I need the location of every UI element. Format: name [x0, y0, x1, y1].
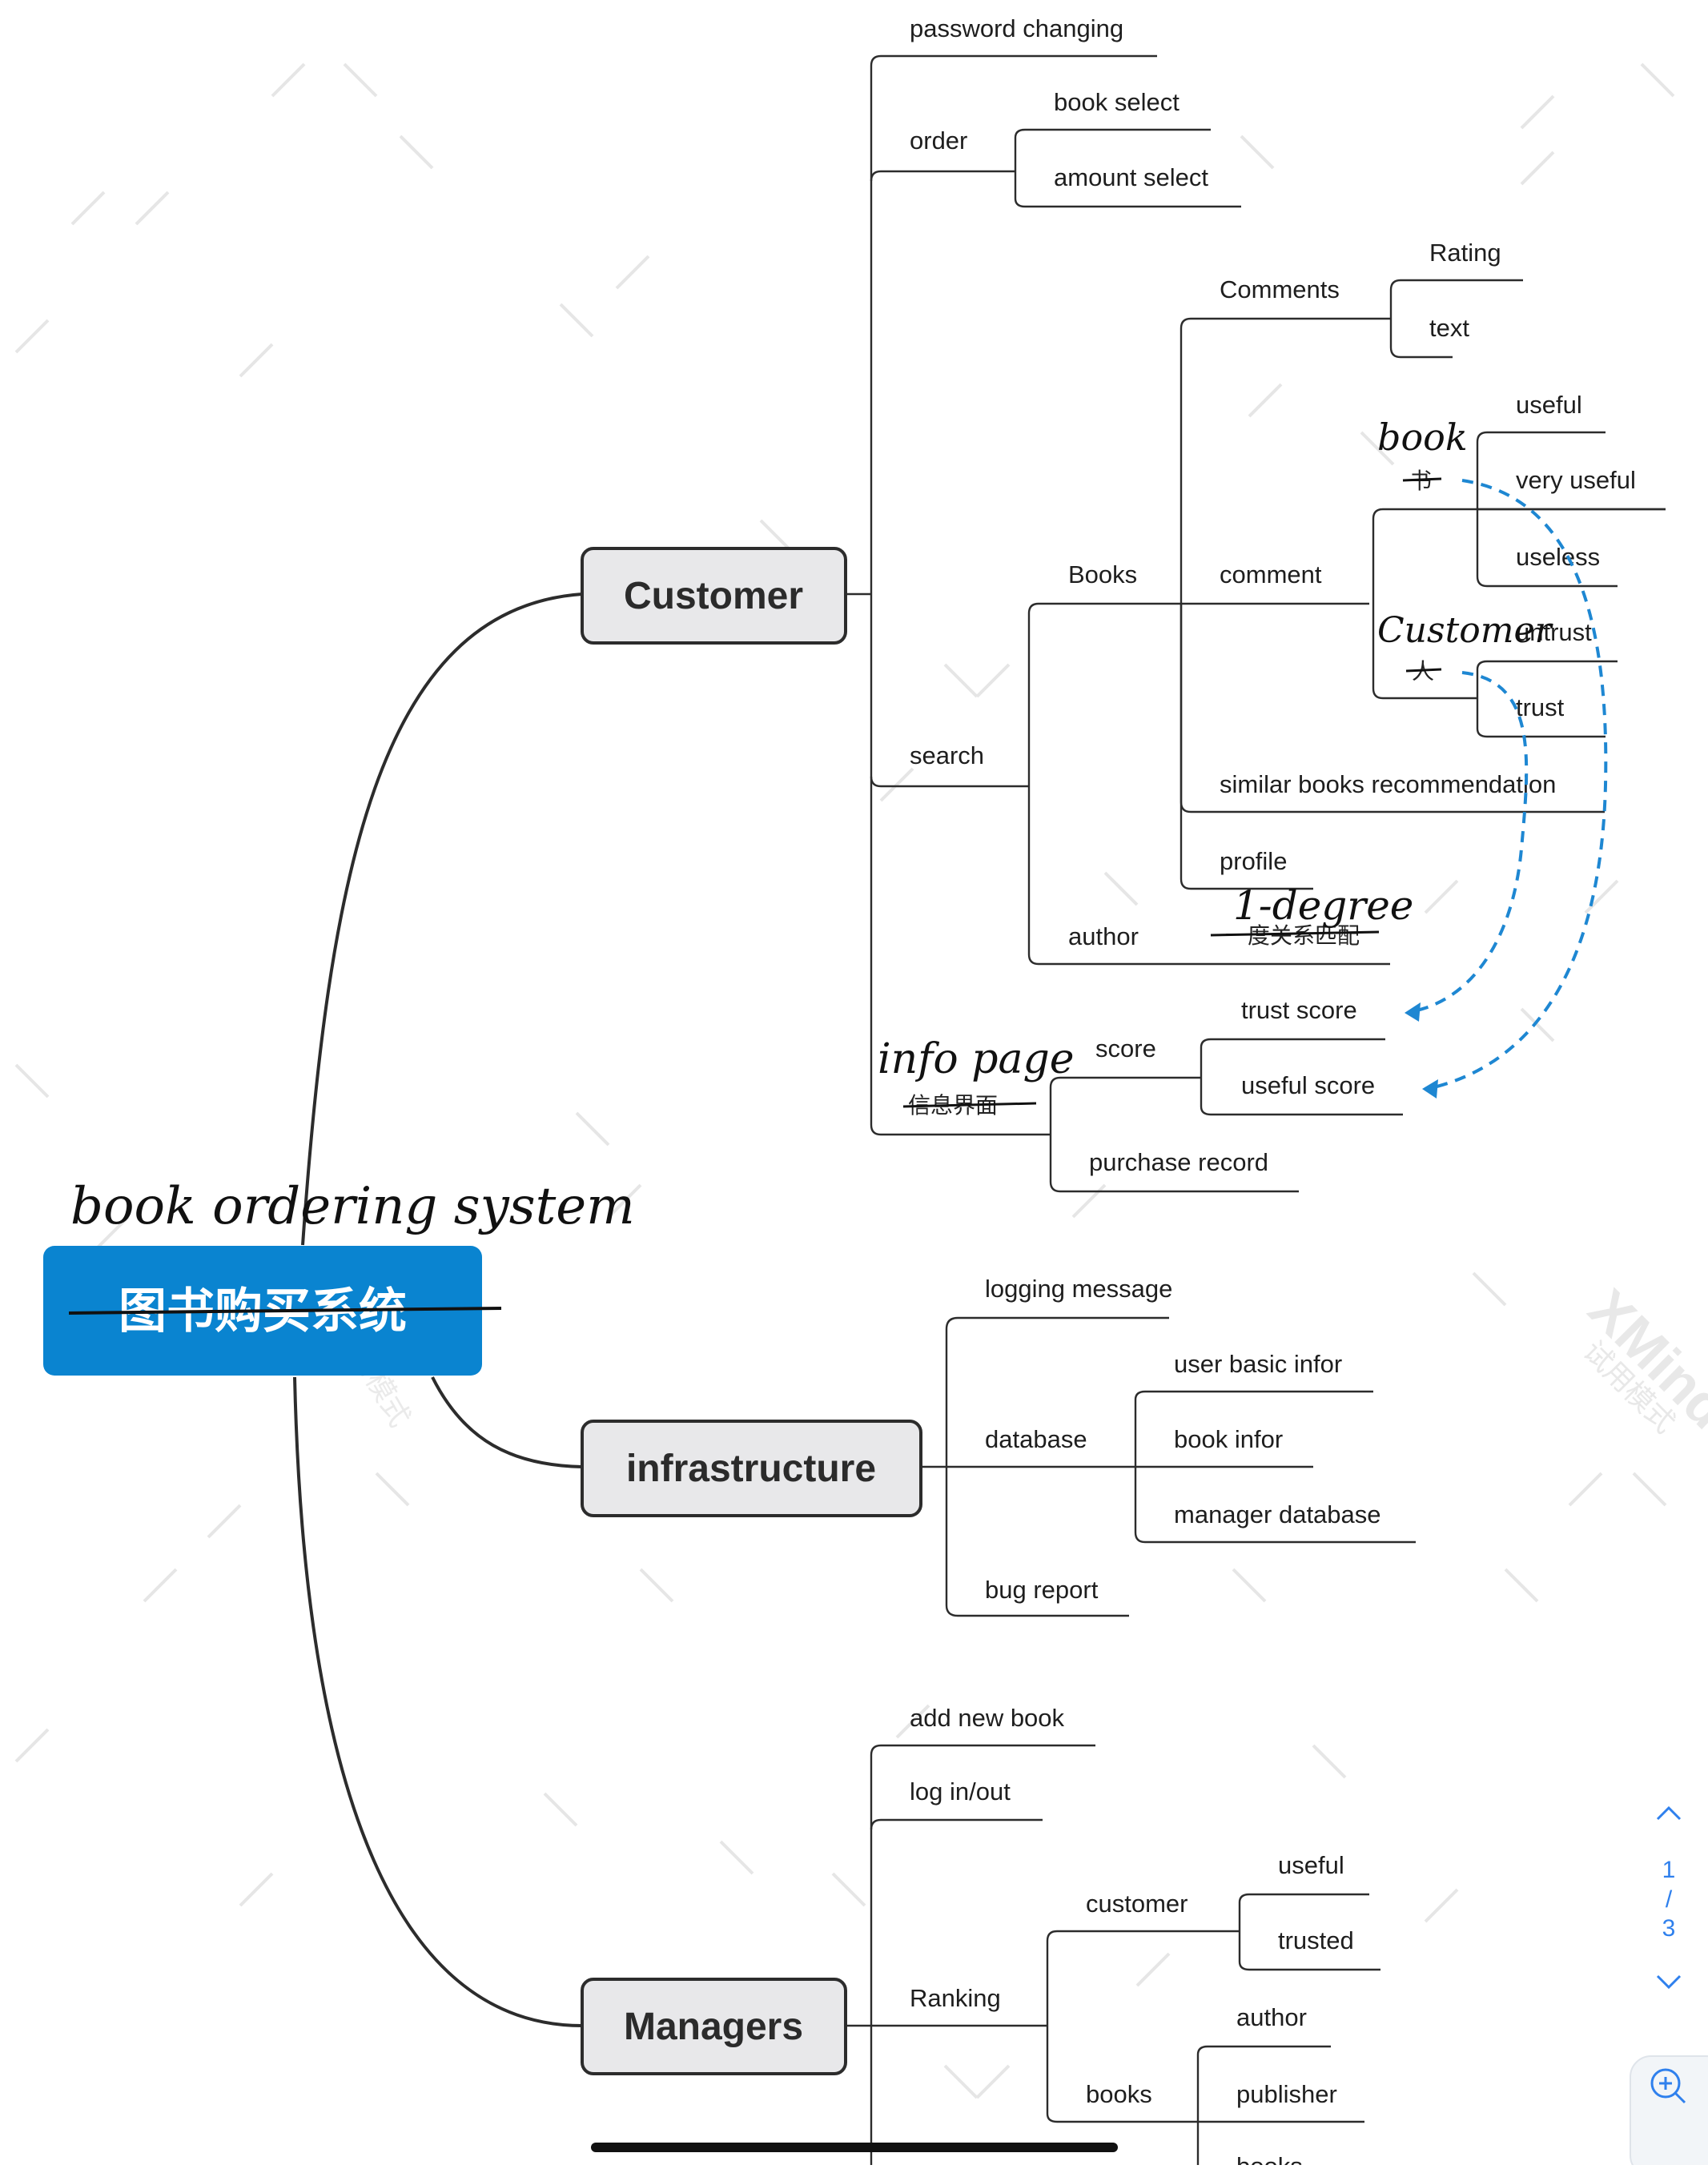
bug-report-label: bug report	[985, 1576, 1099, 1604]
book-handwritten: book	[1377, 416, 1468, 459]
log-in-out-label: log in/out	[910, 1777, 1011, 1805]
page-total: 3	[1662, 1915, 1676, 1942]
trust-label: trust	[1516, 693, 1565, 721]
score-label: score	[1095, 1034, 1156, 1062]
add-new-book-label: add new book	[910, 1704, 1065, 1732]
purchase-record-label: purchase record	[1089, 1148, 1268, 1176]
chevron-up-icon[interactable]	[1656, 1805, 1682, 1821]
customer-to-trust-score-link[interactable]	[1409, 671, 1529, 1014]
info-page-strike	[902, 1102, 1037, 1108]
rating-label: Rating	[1429, 239, 1501, 267]
infrastructure-node-label: infrastructure	[626, 1448, 876, 1490]
ranking-customer-label: customer	[1086, 1890, 1188, 1918]
page-current: 1	[1662, 1857, 1676, 1883]
author-note-strike	[1210, 930, 1380, 937]
database-label: database	[985, 1425, 1087, 1453]
book-to-useful-score-link[interactable]	[1426, 479, 1608, 1091]
infrastructure-branch: infrastructure logging message database …	[581, 1275, 1416, 1617]
text-label: text	[1429, 314, 1469, 342]
managers-node[interactable]	[581, 1978, 847, 2075]
comments-label: Comments	[1220, 275, 1340, 303]
search-label: search	[910, 741, 984, 769]
manager-database-label: manager database	[1174, 1500, 1381, 1528]
untrust-label: untrust	[1516, 618, 1592, 646]
profile-label: profile	[1220, 847, 1287, 875]
useful-score-label: useful score	[1241, 1071, 1375, 1099]
books-label: Books	[1068, 560, 1137, 588]
password-changing-label: password changing	[910, 14, 1123, 42]
ranking-useful-label: useful	[1278, 1851, 1344, 1879]
managers-node-label: Managers	[624, 2006, 803, 2048]
infrastructure-node[interactable]	[581, 1420, 922, 1517]
author-label: author	[1068, 922, 1139, 950]
managers-branch: Managers add new book log in/out Ranking…	[581, 1704, 1380, 2169]
ranking-books-cut-label: books	[1236, 2152, 1303, 2165]
ranking-publisher-label: publisher	[1236, 2080, 1337, 2108]
watermark-pattern: XMind 试用模式 试用模式	[14, 62, 1708, 2099]
page-separator: /	[1666, 1886, 1673, 1913]
ranking-label: Ranking	[910, 1984, 1001, 2012]
zoom-in-button[interactable]	[1630, 2055, 1708, 2169]
order-label: order	[910, 127, 967, 155]
info-page-handwritten: info page	[878, 1035, 1075, 1083]
logging-message-label: logging message	[985, 1275, 1172, 1303]
useless-label: useless	[1516, 543, 1600, 571]
author-note-handwritten: 1-degree	[1233, 882, 1413, 929]
useful-label: useful	[1516, 391, 1582, 419]
book-infor-label: book infor	[1174, 1425, 1283, 1453]
customer-branch: Customer password changing order book se…	[581, 14, 1666, 1193]
comment-label: comment	[1220, 560, 1322, 588]
customer-link-arrowhead	[1405, 1002, 1421, 1022]
similar-books-label: similar books recommendation	[1220, 770, 1556, 798]
chevron-down-icon[interactable]	[1656, 1974, 1682, 1990]
root-connectors	[293, 592, 583, 2027]
ranking-books-label: books	[1086, 2080, 1152, 2108]
customer-handwritten: Customer	[1377, 610, 1554, 651]
home-indicator[interactable]	[591, 2143, 1118, 2152]
root-label-strike	[68, 1307, 502, 1315]
book-link-arrowhead	[1422, 1079, 1438, 1099]
ranking-trusted-label: trusted	[1278, 1926, 1354, 1954]
amount-select-label: amount select	[1054, 163, 1208, 191]
root-annotation-handwritten: book ordering system	[70, 1177, 635, 1236]
book-chinese-strike	[1402, 477, 1442, 482]
customer-node-label: Customer	[624, 575, 803, 617]
trust-score-label: trust score	[1241, 996, 1357, 1024]
user-basic-infor-label: user basic infor	[1174, 1350, 1342, 1378]
ranking-author-label: author	[1236, 2003, 1307, 2031]
customer-chinese-strike	[1405, 668, 1442, 673]
zoom-in-icon	[1650, 2068, 1686, 2104]
book-select-label: book select	[1054, 88, 1180, 116]
customer-node[interactable]	[581, 547, 847, 645]
page-navigator: 1 / 3	[1656, 1805, 1682, 1990]
root-node-group: 图书购买系统 book ordering system	[43, 1177, 635, 1376]
very-useful-label: very useful	[1516, 466, 1636, 494]
